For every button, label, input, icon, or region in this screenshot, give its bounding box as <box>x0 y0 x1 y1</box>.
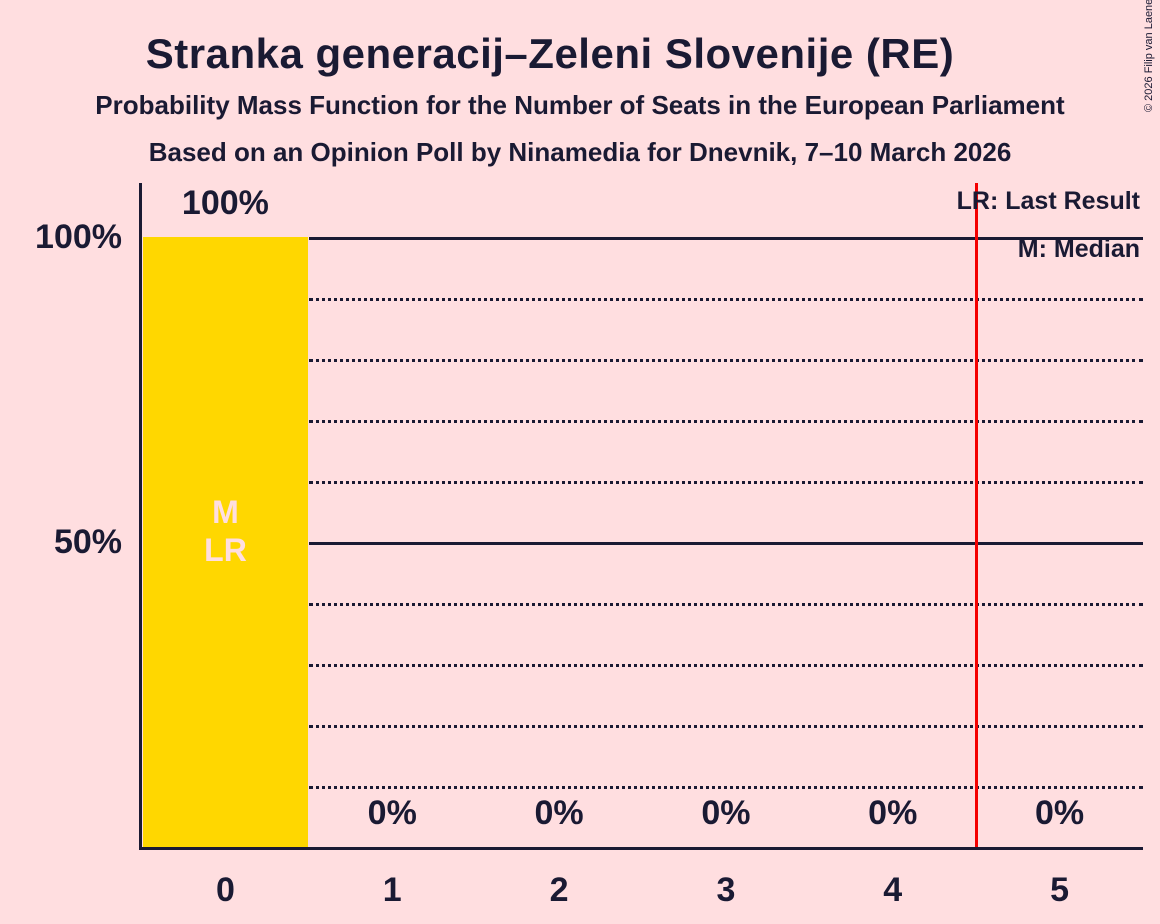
bar-slot-1: 0% 1 <box>309 183 476 907</box>
value-label-4: 0% <box>868 794 918 832</box>
bar-slot-5: 0% 5 <box>976 183 1143 907</box>
gridline-20pct <box>309 725 1143 728</box>
chart-subtitle: Probability Mass Function for the Number… <box>95 90 1065 120</box>
bar-slot-2: 0% 2 <box>476 183 643 907</box>
bar-annotation-median-last-result: M LR <box>142 493 309 569</box>
x-axis-label-4: 4 <box>883 871 903 909</box>
chart-title: Stranka generacij–Zeleni Slovenije (RE) <box>145 30 955 77</box>
bar-slots: 100% 0 0% 1 0% 2 0% 3 0% 4 0% 5 <box>142 183 1143 907</box>
x-axis-label-2: 2 <box>549 871 569 909</box>
copyright-text: © 2026 Filip van Laenen <box>1143 0 1155 112</box>
gridline-50pct <box>309 542 1143 545</box>
x-axis-label-5: 5 <box>1050 871 1070 909</box>
gridline-100pct <box>309 237 1143 240</box>
value-label-3: 0% <box>701 794 751 832</box>
bar-slot-4: 0% 4 <box>809 183 976 907</box>
y-axis-label-100: 100% <box>35 218 122 256</box>
gridline-60pct <box>309 481 1143 484</box>
x-axis-label-0: 0 <box>215 871 235 909</box>
gridline-90pct <box>309 298 1143 301</box>
last-result-marker: LR <box>204 532 247 568</box>
x-axis-label-1: 1 <box>382 871 402 909</box>
gridline-40pct <box>309 603 1143 606</box>
plot-area: 100% 0 0% 1 0% 2 0% 3 0% 4 0% 5 M LR <box>139 183 1143 907</box>
gridline-10pct <box>309 786 1143 789</box>
median-marker: M <box>212 494 239 530</box>
red-reference-line <box>975 183 978 847</box>
value-label-0: 100% <box>181 184 269 222</box>
bar-seats-0 <box>143 237 308 847</box>
x-axis-label-3: 3 <box>716 871 736 909</box>
chart-subtitle-source: Based on an Opinion Poll by Ninamedia fo… <box>148 137 1012 167</box>
gridline-30pct <box>309 664 1143 667</box>
value-label-2: 0% <box>534 794 584 832</box>
legend-median: M: Median <box>1017 235 1140 263</box>
y-axis-label-50: 50% <box>53 523 122 561</box>
legend-last-result: LR: Last Result <box>956 187 1140 215</box>
value-label-5: 0% <box>1034 794 1085 832</box>
gridline-70pct <box>309 420 1143 423</box>
gridline-80pct <box>309 359 1143 362</box>
bar-slot-0: 100% 0 <box>142 183 309 907</box>
bar-slot-3: 0% 3 <box>642 183 809 907</box>
value-label-1: 0% <box>367 794 417 832</box>
